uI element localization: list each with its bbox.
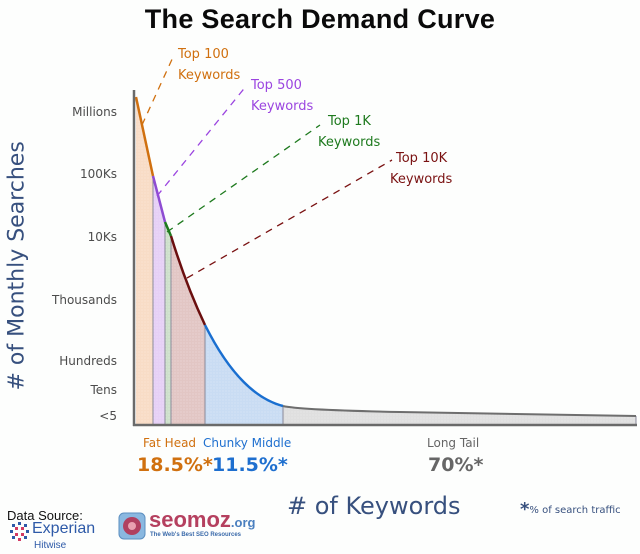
annotation-leaders xyxy=(141,54,393,279)
y-tick-100ks: 100Ks xyxy=(79,167,117,181)
footnote-text: % of search traffic xyxy=(529,505,621,516)
segment-pct-fat-head: 18.5%* xyxy=(137,454,213,476)
experian-icon xyxy=(10,522,29,541)
annotation-top-1k: Top 1K Keywords xyxy=(318,111,380,153)
y-tick-hundreds: Hundreds xyxy=(59,354,117,368)
region-dividers xyxy=(152,176,637,425)
experian-text: Experian xyxy=(32,520,96,537)
annotation-line: Keywords xyxy=(318,135,381,150)
data-source-label: Data Source: xyxy=(7,508,83,523)
footnote: *% of search traffic xyxy=(520,497,621,520)
seomoz-main: seomoz xyxy=(149,507,231,532)
hitwise-text: Hitwise xyxy=(34,540,67,551)
y-tick-10ks: 10Ks xyxy=(87,230,117,244)
demand-curve xyxy=(134,96,637,417)
annotation-line: Top 1K xyxy=(328,114,371,129)
y-tick-tens: Tens xyxy=(90,383,117,397)
annotation-top-10k: Top 10K Keywords xyxy=(390,148,452,190)
segment-pct-long-tail: 70%* xyxy=(428,454,484,476)
chart-title: The Search Demand Curve xyxy=(144,4,496,34)
y-tick-millions: Millions xyxy=(72,105,117,119)
seomoz-text: seomoz.org xyxy=(149,507,255,533)
annotation-line: Keywords xyxy=(251,99,314,114)
y-tick-under-5: <5 xyxy=(99,409,117,423)
y-tick-thousands: Thousands xyxy=(52,293,117,307)
seomoz-tld: .org xyxy=(230,515,256,530)
segment-label-long-tail: Long Tail xyxy=(427,436,480,450)
segment-pct-chunky-middle: 11.5%* xyxy=(212,454,288,476)
seomoz-icon xyxy=(118,512,146,540)
y-axis-label: # of Monthly Searches xyxy=(4,141,30,391)
annotation-line: Top 500 xyxy=(251,78,302,93)
region-fills xyxy=(134,90,636,425)
annotation-line: Top 100 xyxy=(178,47,229,62)
segment-label-chunky-middle: Chunky Middle xyxy=(203,436,292,450)
annotation-line: Top 10K xyxy=(396,151,448,166)
annotation-top-500: Top 500 Keywords xyxy=(251,75,313,117)
footnote-star: * xyxy=(520,499,530,520)
annotation-top-100: Top 100 Keywords xyxy=(178,44,240,86)
annotation-line: Keywords xyxy=(178,68,241,83)
seomoz-tagline: The Web's Best SEO Resources xyxy=(150,532,242,538)
x-axis-label: # of Keywords xyxy=(287,492,461,520)
annotation-line: Keywords xyxy=(390,172,453,187)
segment-label-fat-head: Fat Head xyxy=(143,436,197,450)
